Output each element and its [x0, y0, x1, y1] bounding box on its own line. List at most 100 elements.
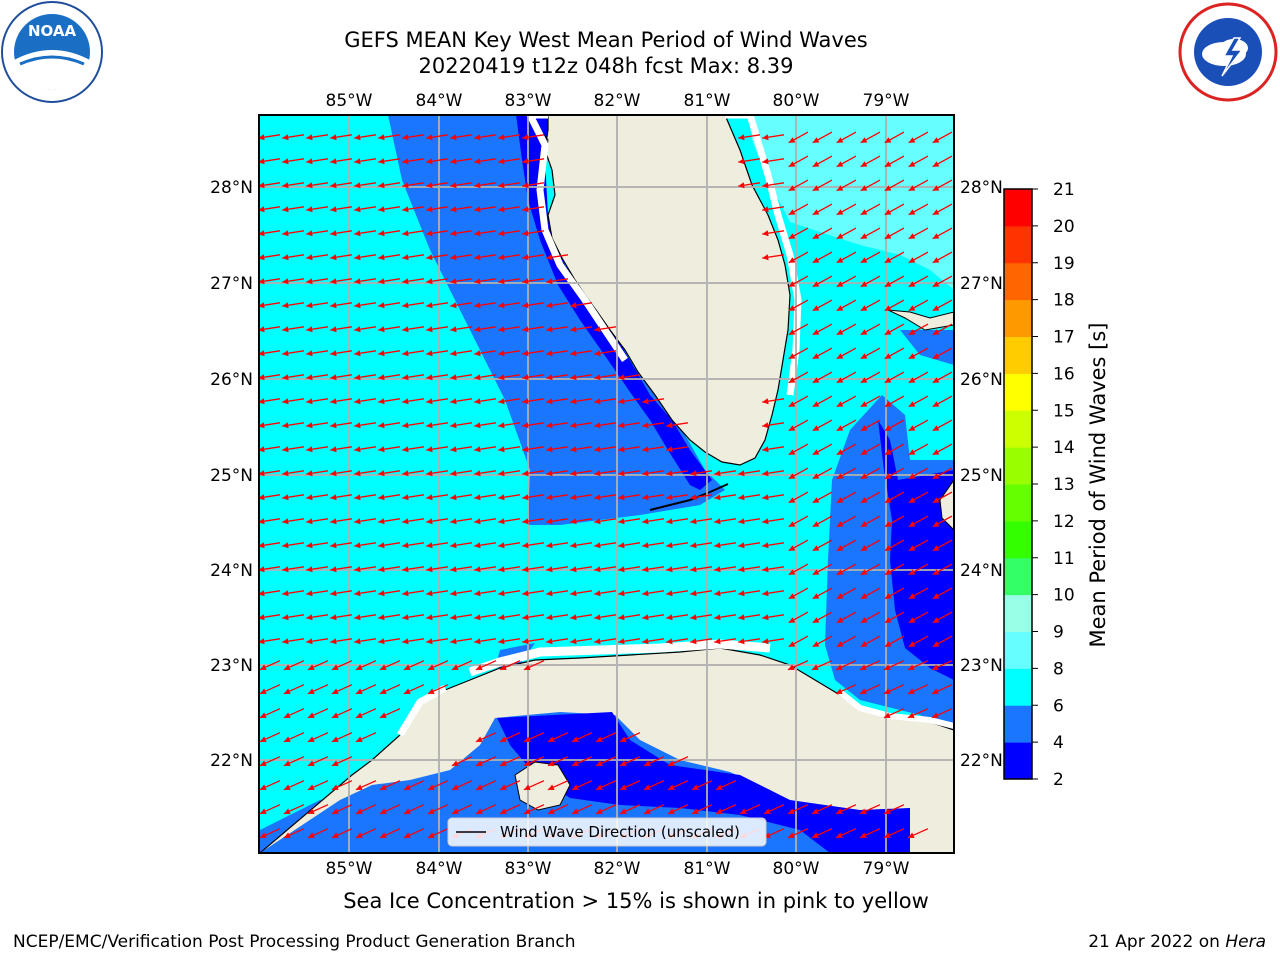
- wave-vector-head: [812, 545, 820, 551]
- wave-vector-head: [523, 664, 531, 670]
- wave-vector-head: [738, 470, 745, 477]
- wave-vector-head: [619, 784, 627, 790]
- wave-vector-head: [547, 736, 555, 742]
- wave-vector-head: [450, 254, 457, 261]
- wave-vector-head: [884, 497, 892, 503]
- wave-vector-head: [812, 425, 820, 431]
- lon-label-bottom: 79°W: [863, 859, 910, 879]
- wave-vector-head: [643, 784, 651, 790]
- wave-vector-head: [260, 254, 265, 261]
- wave-vector-head: [426, 278, 433, 285]
- lat-label-right: 24°N: [960, 561, 1003, 581]
- wave-vector-head: [354, 398, 361, 405]
- wave-vector-head: [260, 326, 265, 333]
- wave-vector-head: [379, 688, 387, 694]
- wave-vector-head: [474, 182, 481, 189]
- wave-vector-head: [474, 590, 481, 597]
- wave-vector-head: [474, 230, 481, 237]
- grand-bahama-island: [887, 309, 954, 331]
- colorbar-tick-label: 8: [1053, 659, 1064, 679]
- wave-vector-head: [642, 566, 649, 573]
- wave-vector-head: [860, 257, 868, 263]
- wave-vector-head: [714, 470, 721, 477]
- wave-vector-head: [762, 158, 769, 165]
- map-legend: Wind Wave Direction (unscaled): [447, 817, 767, 847]
- lat-label-right: 26°N: [960, 370, 1003, 390]
- wave-vector-head: [260, 182, 265, 189]
- wave-vector-head: [860, 161, 868, 167]
- wave-vector-head: [642, 542, 649, 549]
- wave-vector-head: [883, 688, 891, 694]
- wave-vector-head: [402, 518, 409, 525]
- wave-vector-head: [908, 593, 916, 599]
- wave-vector-head: [932, 521, 940, 527]
- wave-vector-head: [546, 542, 553, 549]
- wave-vector-head: [307, 712, 315, 718]
- footer-machine: Hera: [1225, 932, 1266, 952]
- wave-vector-head: [378, 206, 385, 213]
- wave-vector-head: [331, 688, 339, 694]
- wave-vector-head: [474, 470, 481, 477]
- wave-vector-head: [594, 590, 601, 597]
- wave-vector-head: [860, 377, 868, 383]
- wave-vector-head: [907, 688, 915, 694]
- wave-vector-head: [836, 377, 844, 383]
- wave-vector-head: [546, 470, 553, 477]
- wave-vector-head: [788, 281, 796, 287]
- wave-vector-head: [667, 808, 675, 814]
- wave-vector-head: [594, 350, 601, 357]
- wave-vector-head: [860, 209, 868, 215]
- wave-vector-head: [618, 422, 625, 429]
- wave-vector-head: [860, 137, 868, 143]
- wave-vector-head: [762, 470, 769, 477]
- wave-vector-head: [860, 617, 868, 623]
- wave-vector-head: [330, 494, 337, 501]
- wave-vector-head: [908, 329, 916, 335]
- lon-label-bottom: 83°W: [505, 859, 552, 879]
- wave-vector-head: [354, 206, 361, 213]
- wave-vector-head: [618, 638, 625, 645]
- wave-vector-head: [260, 784, 267, 790]
- wave-vector-head: [451, 760, 459, 766]
- wave-vector-head: [282, 398, 289, 405]
- wave-vector-head: [260, 398, 265, 405]
- wave-vector-head: [546, 350, 553, 357]
- wave-vector-head: [426, 182, 433, 189]
- wave-vector-head: [427, 784, 435, 790]
- wave-vector-head: [666, 590, 673, 597]
- wave-vector-head: [762, 206, 769, 213]
- lat-label-right: 27°N: [960, 274, 1003, 294]
- wave-vector-head: [812, 569, 820, 575]
- wave-vector-head: [354, 446, 361, 453]
- wave-vector-head: [354, 590, 361, 597]
- wave-vector-head: [330, 182, 337, 189]
- wave-vector-head: [498, 494, 505, 501]
- wave-vector-head: [306, 614, 313, 621]
- wave-vector-head: [355, 664, 363, 670]
- wave-vector-head: [426, 518, 433, 525]
- wave-vector-head: [282, 542, 289, 549]
- wave-vector-head: [762, 590, 769, 597]
- wave-period-field-4-6: [388, 115, 725, 525]
- wave-vector-head: [282, 566, 289, 573]
- wave-vector-head: [378, 422, 385, 429]
- wave-vector-head: [306, 542, 313, 549]
- wave-vector-head: [570, 494, 577, 501]
- wave-vector-head: [594, 326, 601, 333]
- wave-vector-head: [812, 473, 820, 479]
- wave-vector-head: [619, 808, 627, 814]
- wave-vector-head: [619, 760, 627, 766]
- wave-vector-head: [836, 521, 844, 527]
- lon-label-top: 82°W: [594, 91, 641, 111]
- wave-vector-head: [403, 664, 411, 670]
- wave-vector-head: [812, 521, 820, 527]
- wave-vector-head: [883, 832, 891, 838]
- wave-vector-head: [859, 808, 867, 814]
- wave-vector-head: [260, 638, 265, 645]
- wave-vector-head: [474, 422, 481, 429]
- wave-vector-head: [788, 329, 796, 335]
- wave-vector-head: [788, 209, 796, 215]
- wave-vector-head: [666, 470, 673, 477]
- wave-vector-head: [474, 638, 481, 645]
- wave-vector-head: [836, 401, 844, 407]
